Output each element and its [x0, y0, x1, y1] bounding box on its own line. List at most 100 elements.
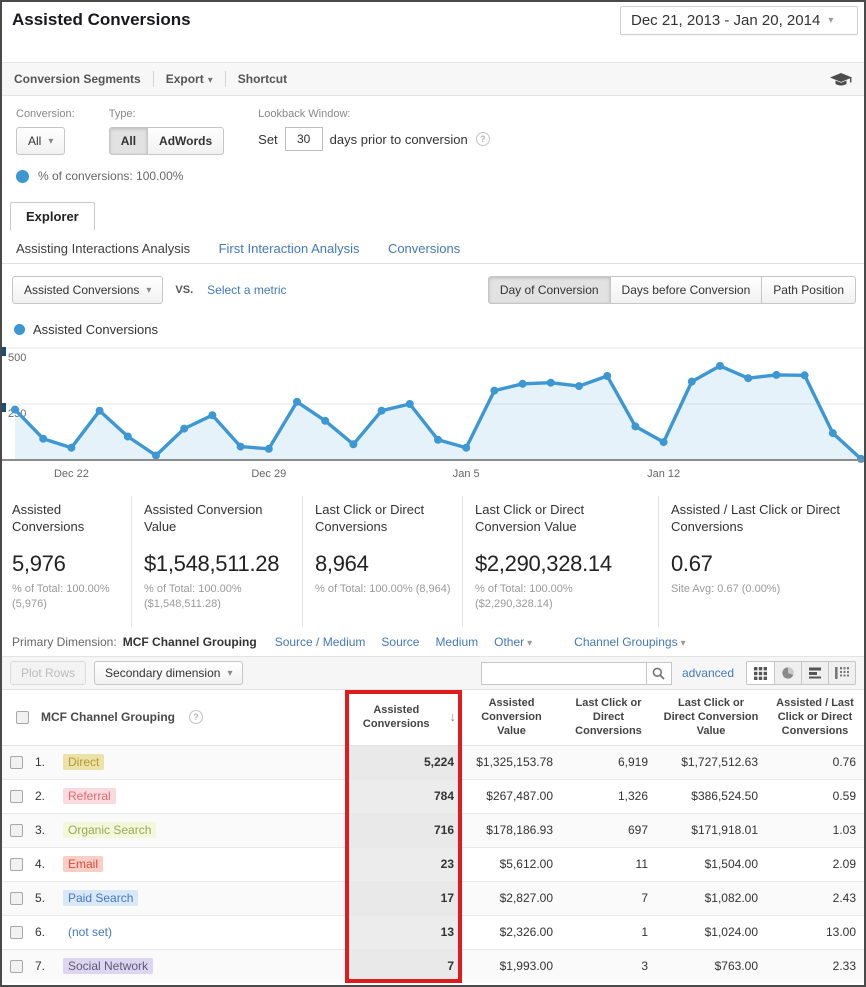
- channel-link[interactable]: Paid Search: [63, 890, 139, 906]
- subtab-first-interaction-analysis[interactable]: First Interaction Analysis: [218, 241, 360, 256]
- chevron-down-icon: ▾: [527, 637, 533, 649]
- column-header-assisted-conversion-value[interactable]: Assisted Conversion Value: [462, 690, 561, 746]
- conversion-filters: Conversion: All ▾ Type: All AdWords Look…: [2, 96, 864, 194]
- help-icon[interactable]: ?: [189, 710, 203, 725]
- segment-dot-icon: [16, 169, 29, 183]
- metric-value: $386,524.50: [656, 778, 766, 813]
- secondary-dimension-dropdown[interactable]: Secondary dimension ▾: [94, 661, 244, 685]
- row-checkbox[interactable]: [10, 925, 23, 939]
- assisted-conversions-value: 17: [345, 880, 462, 915]
- metric-value: 2.09: [766, 846, 864, 881]
- pct-conversions-text: % of conversions: 100.00%: [38, 169, 184, 183]
- conversion-segments-button[interactable]: Conversion Segments: [14, 72, 141, 86]
- pivot-view-icon[interactable]: [828, 662, 855, 684]
- performance-bars-view-icon[interactable]: [801, 662, 828, 684]
- channel-link[interactable]: (not set): [68, 925, 113, 939]
- primary-dimension-bar: Primary Dimension: MCF Channel Grouping …: [2, 627, 864, 656]
- type-adwords-button[interactable]: AdWords: [147, 127, 225, 155]
- metric-value: $1,504.00: [656, 846, 766, 881]
- column-header-assisted-last-click-or-direct-conversions[interactable]: Assisted / Last Click or Direct Conversi…: [766, 690, 864, 746]
- column-header-last-click-or-direct-conversion-value[interactable]: Last Click or Direct Conversion Value: [656, 690, 766, 746]
- plot-rows-button[interactable]: Plot Rows: [10, 661, 87, 685]
- dimension-medium-link[interactable]: Medium: [435, 634, 479, 649]
- help-icon[interactable]: ?: [475, 132, 490, 146]
- channel-link[interactable]: Email: [63, 856, 104, 872]
- assisted-conversions-value: 784: [345, 778, 462, 813]
- row-checkbox[interactable]: [10, 857, 23, 871]
- channel-link[interactable]: Referral: [63, 788, 116, 804]
- lookback-days-input[interactable]: [284, 127, 323, 151]
- dimension-source-link[interactable]: Source: [381, 634, 420, 649]
- row-checkbox[interactable]: [10, 823, 23, 837]
- card-subtext: Site Avg: 0.67 (0.00%): [671, 583, 781, 595]
- metric-value: 7: [561, 880, 656, 915]
- shortcut-button[interactable]: Shortcut: [237, 72, 288, 86]
- metric-value: 2.43: [766, 880, 864, 915]
- svg-text:Dec 29: Dec 29: [251, 468, 286, 480]
- card-value: $2,290,328.14: [475, 551, 612, 576]
- type-all-button[interactable]: All: [108, 127, 149, 155]
- pct-conversions-row: % of conversions: 100.00%: [16, 169, 850, 183]
- assisted-conversions-value: 7: [345, 948, 462, 983]
- table-row: 5. Paid Search 17 $2,827.00 7 $1,082.00 2.43: [2, 880, 864, 915]
- chevron-down-icon: ▾: [48, 135, 54, 147]
- dimension-other-dropdown[interactable]: Other ▾: [494, 634, 533, 649]
- legend-label: Assisted Conversions: [33, 321, 158, 337]
- subtab-assisting-interactions-analysis[interactable]: Assisting Interactions Analysis: [16, 241, 191, 256]
- tab-explorer[interactable]: Explorer: [10, 202, 95, 230]
- metric-bar: Assisted Conversions ▾ VS. Select a metr…: [2, 263, 864, 316]
- card-subtext: % of Total: 100.00% (8,964): [315, 583, 451, 595]
- metric-value: 13.00: [766, 914, 864, 949]
- dimension-source-medium-link[interactable]: Source / Medium: [274, 634, 366, 649]
- toolbar-divider: [224, 71, 226, 87]
- column-header-assisted-conversions[interactable]: Assisted Conversions ↓: [345, 690, 462, 746]
- dimension-mcf-channel-grouping[interactable]: MCF Channel Grouping: [122, 634, 257, 649]
- row-checkbox[interactable]: [10, 755, 23, 769]
- date-range-selector[interactable]: Dec 21, 2013 - Jan 20, 2014 ▾: [620, 6, 858, 35]
- advanced-search-link[interactable]: advanced: [681, 666, 734, 680]
- channel-link[interactable]: Organic Search: [63, 822, 157, 838]
- card-title: Last Click or Direct Conversion Value: [475, 502, 585, 534]
- percentage-pie-view-icon[interactable]: [774, 662, 801, 684]
- metric-value: $267,487.00: [462, 778, 561, 813]
- row-checkbox[interactable]: [10, 789, 23, 803]
- report-toolbar: Conversion Segments Export ▾ Shortcut: [2, 62, 864, 96]
- metric-value: 6,919: [561, 744, 656, 779]
- view-days-before-conversion-button[interactable]: Days before Conversion: [609, 276, 763, 304]
- table-row: 3. Organic Search 716 $178,186.93 697 $171,91…: [2, 812, 864, 847]
- select-a-metric-link[interactable]: Select a metric: [207, 283, 287, 297]
- conversion-dropdown[interactable]: All ▾: [16, 127, 66, 155]
- row-checkbox[interactable]: [10, 959, 23, 973]
- metric-value: $763.00: [656, 948, 766, 983]
- subtab-conversions[interactable]: Conversions: [387, 241, 461, 256]
- channel-link[interactable]: Social Network: [63, 958, 154, 975]
- card-value: 5,976: [12, 551, 66, 576]
- summary-card-0: Assisted Conversions 5,976 % of Total: 100…: [2, 496, 131, 627]
- metric-selector-dropdown[interactable]: Assisted Conversions ▾: [12, 276, 164, 304]
- column-header-mcf-channel-grouping[interactable]: MCF Channel Grouping?: [2, 690, 345, 746]
- table-view-icon[interactable]: [747, 662, 774, 684]
- metric-value: $1,024.00: [656, 914, 766, 949]
- type-label: Type:: [108, 108, 136, 120]
- channel-link[interactable]: Direct: [63, 754, 105, 770]
- table-row: 2. Referral 784 $267,487.00 1,326 $386,524.50…: [2, 778, 864, 813]
- view-path-position-button[interactable]: Path Position: [761, 276, 856, 304]
- export-button[interactable]: Export ▾: [165, 72, 213, 86]
- primary-dimension-label: Primary Dimension:: [12, 634, 117, 649]
- metric-value: 1,326: [561, 778, 656, 813]
- select-all-checkbox[interactable]: [16, 710, 29, 724]
- column-header-last-click-or-direct-conversions[interactable]: Last Click or Direct Conversions: [561, 690, 656, 746]
- channel-groupings-dropdown[interactable]: Channel Groupings ▾: [574, 634, 686, 649]
- card-subtext: % of Total: 100.00% (5,976): [12, 583, 110, 610]
- conversion-filter-group: Conversion: All ▾: [16, 108, 75, 155]
- legend-dot-icon: [14, 323, 25, 335]
- view-day-of-conversion-button[interactable]: Day of Conversion: [487, 276, 611, 304]
- search-icon[interactable]: [645, 661, 672, 685]
- column-header-label: Assisted / Last Click or Direct Conversi…: [776, 697, 854, 738]
- table-row: 4. Email 23 $5,612.00 11 $1,504.00 2.09: [2, 846, 864, 881]
- row-checkbox[interactable]: [10, 891, 23, 905]
- education-cap-icon[interactable]: [830, 73, 852, 93]
- column-header-label: Assisted Conversions: [362, 704, 430, 731]
- table-search-input[interactable]: [480, 661, 646, 685]
